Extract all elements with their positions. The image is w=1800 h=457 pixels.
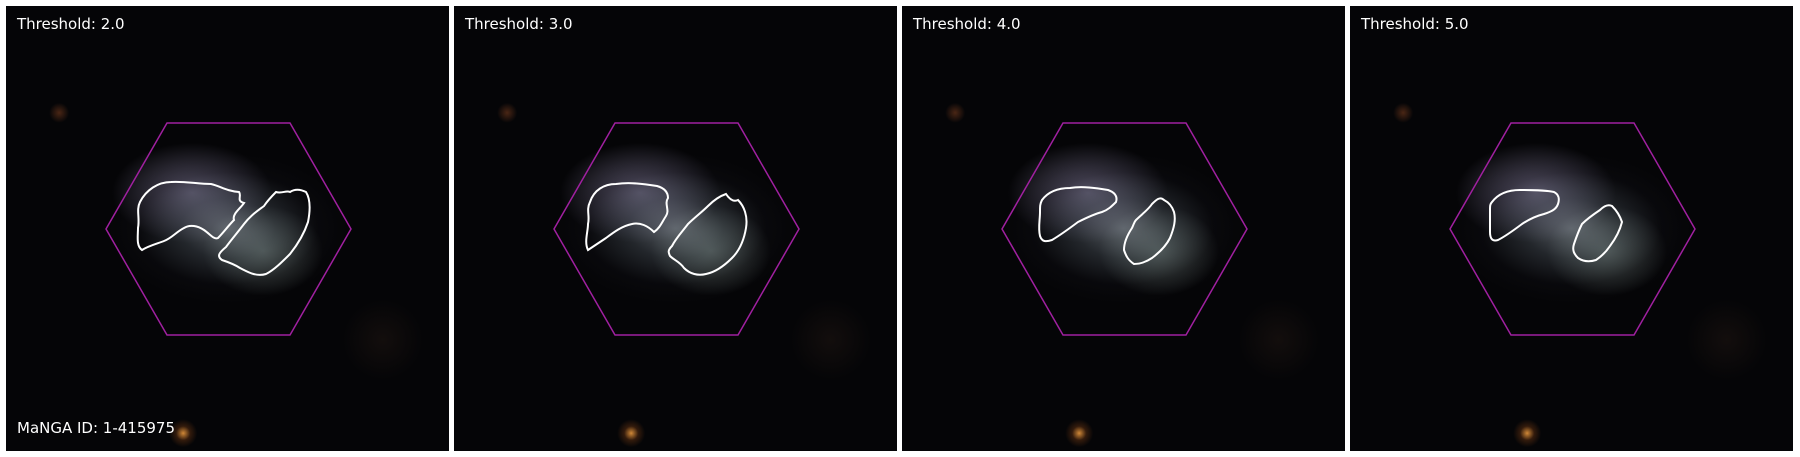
ifu-hexagon — [1001, 122, 1248, 336]
panel-threshold-4: Threshold: 4.0 — [902, 6, 1345, 451]
threshold-label: Threshold: 2.0 — [17, 15, 125, 33]
region-contour-left — [585, 182, 670, 252]
panel-threshold-2: Threshold: 2.0 MaNGA ID: 1-415975 — [6, 6, 449, 451]
panel-overlay — [553, 122, 800, 336]
panel-overlay — [1001, 122, 1248, 336]
threshold-label: Threshold: 3.0 — [465, 15, 573, 33]
threshold-panel-strip: Threshold: 2.0 MaNGA ID: 1-415975 Thresh… — [6, 6, 1794, 451]
region-contour-right — [218, 188, 311, 276]
region-contour-left — [1038, 186, 1118, 243]
region-contour-left — [1489, 188, 1560, 242]
ifu-hexagon — [105, 122, 352, 336]
ifu-hexagon — [553, 122, 800, 336]
panel-threshold-3: Threshold: 3.0 — [454, 6, 897, 451]
panel-overlay — [1449, 122, 1696, 336]
galaxy-id-label: MaNGA ID: 1-415975 — [17, 419, 176, 437]
region-contour-right — [1572, 204, 1624, 263]
region-contour-right — [1122, 197, 1176, 266]
ifu-hexagon — [1449, 122, 1696, 336]
region-contour-right — [667, 192, 748, 276]
panel-overlay — [105, 122, 352, 336]
threshold-label: Threshold: 5.0 — [1361, 15, 1469, 33]
region-contour-left — [136, 180, 246, 252]
threshold-label: Threshold: 4.0 — [913, 15, 1021, 33]
panel-threshold-5: Threshold: 5.0 — [1350, 6, 1793, 451]
